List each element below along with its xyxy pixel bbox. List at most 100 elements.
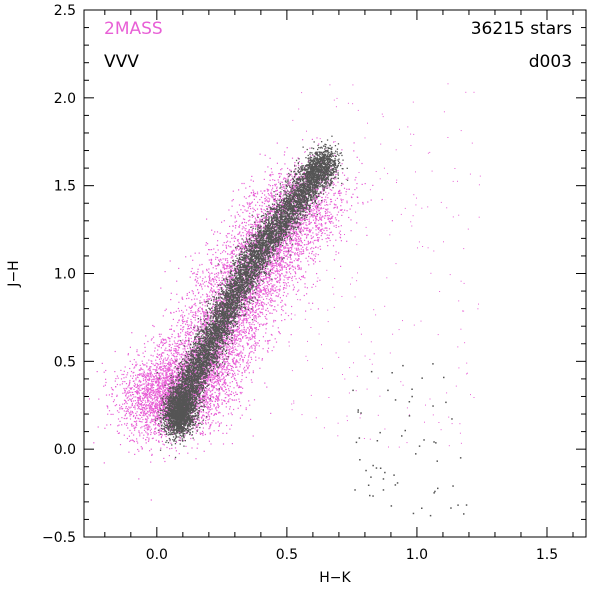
point-2mass [151, 374, 153, 376]
point-2mass [284, 163, 286, 165]
point-2mass [193, 272, 195, 274]
point-2mass [158, 441, 160, 443]
point-2mass [264, 303, 266, 305]
point-2mass [125, 401, 127, 403]
point-2mass [199, 396, 201, 398]
point-2mass [290, 226, 292, 228]
point-2mass [193, 316, 195, 318]
point-2mass [229, 330, 231, 332]
point-2mass [225, 235, 227, 237]
point-2mass [238, 298, 240, 300]
point-2mass [235, 286, 237, 288]
point-2mass [314, 221, 316, 224]
point-2mass [326, 204, 328, 206]
point-2mass [188, 297, 190, 299]
point-2mass [209, 380, 212, 383]
point-2mass [211, 408, 213, 410]
point-2mass [290, 240, 292, 242]
point-2mass [201, 417, 203, 419]
point-2mass [307, 219, 309, 221]
point-2mass [201, 411, 203, 413]
point-2mass [274, 309, 276, 311]
point-2mass [188, 306, 190, 308]
point-2mass [268, 340, 270, 342]
point-2mass [166, 376, 168, 378]
point-2mass [184, 349, 186, 351]
point-2mass [297, 260, 299, 262]
point-2mass [230, 252, 232, 254]
point-2mass [281, 249, 283, 251]
point-2mass [209, 352, 212, 354]
point-2mass [149, 415, 151, 417]
point-2mass [218, 361, 220, 363]
point-2mass [287, 251, 289, 253]
point-2mass [264, 285, 266, 287]
point-2mass [222, 275, 224, 277]
point-2mass [222, 244, 224, 246]
point-2mass [201, 341, 203, 343]
point-2mass [285, 251, 287, 253]
point-2mass [210, 423, 212, 426]
point-2mass [235, 379, 237, 381]
point-2mass [252, 207, 254, 209]
point-2mass [226, 355, 228, 358]
point-2mass [291, 248, 293, 250]
point-2mass [145, 395, 147, 397]
point-2mass [127, 396, 129, 398]
point-2mass [255, 316, 257, 318]
point-2mass [191, 290, 193, 292]
point-2mass [274, 278, 276, 280]
point-2mass [140, 421, 142, 423]
point-2mass [142, 399, 144, 401]
point-2mass [174, 447, 177, 449]
point-2mass [144, 400, 146, 402]
point-2mass [232, 366, 234, 369]
point-2mass [153, 325, 155, 328]
point-2mass [324, 232, 326, 235]
point-2mass [213, 382, 215, 385]
point-2mass [220, 270, 222, 272]
point-2mass [279, 252, 281, 254]
point-2mass [272, 286, 274, 288]
point-2mass [295, 240, 297, 242]
point-2mass [235, 362, 237, 364]
point-2mass [117, 425, 119, 427]
point-2mass [245, 294, 247, 296]
point-2mass [333, 259, 335, 261]
point-2mass [213, 385, 215, 387]
point-2mass [219, 287, 221, 289]
point-2mass [270, 297, 272, 299]
point-2mass [292, 269, 294, 271]
point-2mass [168, 390, 170, 392]
point-2mass [297, 221, 299, 223]
point-2mass [183, 439, 185, 441]
point-2mass [295, 175, 297, 177]
point-2mass [213, 300, 215, 302]
point-2mass [130, 395, 132, 397]
point-2mass [130, 400, 133, 402]
point-2mass [167, 384, 169, 386]
point-2mass [231, 205, 233, 207]
point-2mass [145, 431, 147, 433]
point-2mass [276, 242, 278, 244]
point-2mass [193, 304, 195, 306]
point-2mass [249, 293, 251, 295]
point-2mass [321, 232, 324, 234]
point-2mass [248, 253, 250, 255]
point-2mass [243, 247, 245, 249]
point-2mass [116, 375, 118, 377]
point-2mass [245, 369, 247, 371]
point-2mass [305, 202, 307, 204]
point-2mass [267, 288, 269, 290]
point-2mass [228, 328, 230, 330]
point-2mass [250, 233, 252, 235]
point-2mass [312, 210, 314, 212]
point-2mass [267, 217, 269, 219]
point-2mass [191, 447, 193, 449]
point-2mass [319, 216, 321, 218]
point-2mass [241, 379, 243, 381]
point-2mass [168, 338, 170, 340]
point-2mass [222, 272, 224, 274]
point-2mass [181, 298, 183, 300]
point-2mass [236, 385, 238, 387]
